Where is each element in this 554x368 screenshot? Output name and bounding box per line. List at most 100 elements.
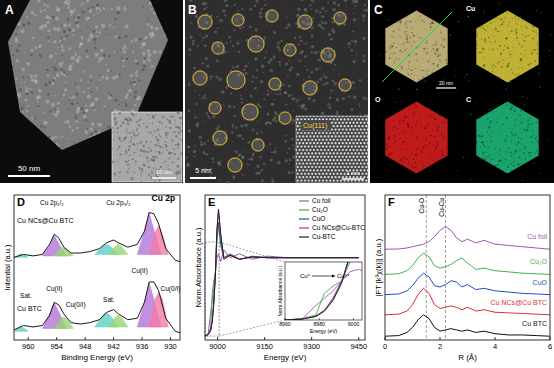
lattice-dot <box>347 146 349 148</box>
texture-dot <box>416 60 417 61</box>
texture-dot <box>103 105 105 107</box>
lattice-dot <box>329 173 331 175</box>
texture-dot <box>26 87 29 90</box>
texture-dot <box>164 161 166 163</box>
lattice-dot <box>304 152 306 154</box>
texture-dot <box>285 62 288 65</box>
texture-dot <box>330 38 333 41</box>
lattice-dot <box>349 142 351 144</box>
cluster-outline <box>298 15 312 29</box>
texture-dot <box>298 105 300 107</box>
texture-dot <box>254 28 257 31</box>
texture-dot <box>192 40 195 43</box>
lattice-dot <box>311 180 313 182</box>
texture-dot <box>324 11 325 12</box>
texture-dot <box>61 49 64 52</box>
panel-b: BCu(111)1 nm5 nm <box>185 0 375 184</box>
texture-dot <box>44 83 47 86</box>
lattice-dot <box>344 132 346 134</box>
texture-dot <box>117 132 119 134</box>
lattice-dot <box>333 152 335 154</box>
cluster <box>227 157 243 173</box>
texture-dot <box>141 169 143 171</box>
lattice-dot <box>347 180 349 182</box>
cluster <box>247 35 265 53</box>
texture-dot <box>266 121 269 124</box>
lattice-dot <box>335 156 337 158</box>
texture-dot <box>407 26 408 27</box>
texture-dot <box>41 25 44 28</box>
cluster <box>212 130 228 146</box>
lattice-dot <box>356 129 358 131</box>
texture-dot <box>153 104 157 108</box>
texture-dot <box>155 78 158 81</box>
texture-dot <box>242 156 245 159</box>
texture-dot <box>305 66 306 67</box>
lattice-dot <box>297 146 299 148</box>
lattice-dot <box>315 146 317 148</box>
texture-dot <box>49 54 53 58</box>
texture-dot <box>230 92 232 94</box>
texture-dot <box>48 136 51 139</box>
texture-dot <box>425 71 426 72</box>
texture-dot <box>197 45 199 47</box>
lattice-dot <box>363 156 365 158</box>
texture-dot <box>221 159 223 161</box>
texture-dot <box>54 108 56 110</box>
texture-dot <box>96 4 98 6</box>
texture-dot <box>63 38 65 40</box>
texture-dot <box>365 9 368 12</box>
panel-a: A50 nm10 nm <box>0 0 183 183</box>
lattice-dot <box>349 135 351 137</box>
texture-dot <box>59 63 61 65</box>
texture-dot <box>47 93 49 95</box>
texture-dot <box>210 79 212 81</box>
texture-dot <box>76 122 78 124</box>
texture-dot <box>114 113 115 114</box>
cluster <box>226 70 246 90</box>
texture-dot <box>241 98 243 100</box>
texture-dot <box>117 161 118 162</box>
scale-label: 5 nm <box>195 167 211 174</box>
lattice-dot <box>363 122 365 124</box>
texture-dot <box>165 126 167 128</box>
texture-dot <box>150 35 154 39</box>
lattice-dot <box>324 142 326 144</box>
texture-dot <box>318 24 322 28</box>
texture-dot <box>113 26 115 28</box>
texture-dot <box>118 104 120 106</box>
texture-dot <box>76 127 79 130</box>
lattice-dot <box>335 122 337 124</box>
texture-dot <box>233 115 235 117</box>
texture-dot <box>149 0 151 2</box>
texture-dot <box>150 27 153 30</box>
lattice-dot <box>308 173 310 175</box>
inset-label: Cu(111) <box>303 122 327 130</box>
texture-dot <box>148 21 150 23</box>
texture-dot <box>234 4 236 6</box>
texture-dot <box>152 31 155 34</box>
texture-dot <box>163 98 165 100</box>
lattice-dot <box>349 176 351 178</box>
texture-dot <box>152 115 155 118</box>
texture-dot <box>334 82 337 85</box>
lattice-dot <box>336 180 338 182</box>
lattice-dot <box>297 139 299 141</box>
scale-bar <box>152 177 176 179</box>
texture-dot <box>203 142 206 145</box>
texture-dot <box>116 127 118 129</box>
texture-dot <box>296 14 300 18</box>
texture-dot <box>323 28 325 30</box>
texture-dot <box>252 75 255 78</box>
texture-dot <box>76 102 78 104</box>
texture-dot <box>247 163 249 165</box>
texture-dot <box>162 72 165 75</box>
texture-dot <box>77 107 80 110</box>
texture-dot <box>161 26 163 28</box>
texture-dot <box>204 44 207 47</box>
lattice-dot <box>353 163 355 165</box>
texture-dot <box>75 59 79 63</box>
texture-dot <box>162 88 166 92</box>
texture-dot <box>256 165 259 168</box>
lattice-dot <box>362 118 364 120</box>
